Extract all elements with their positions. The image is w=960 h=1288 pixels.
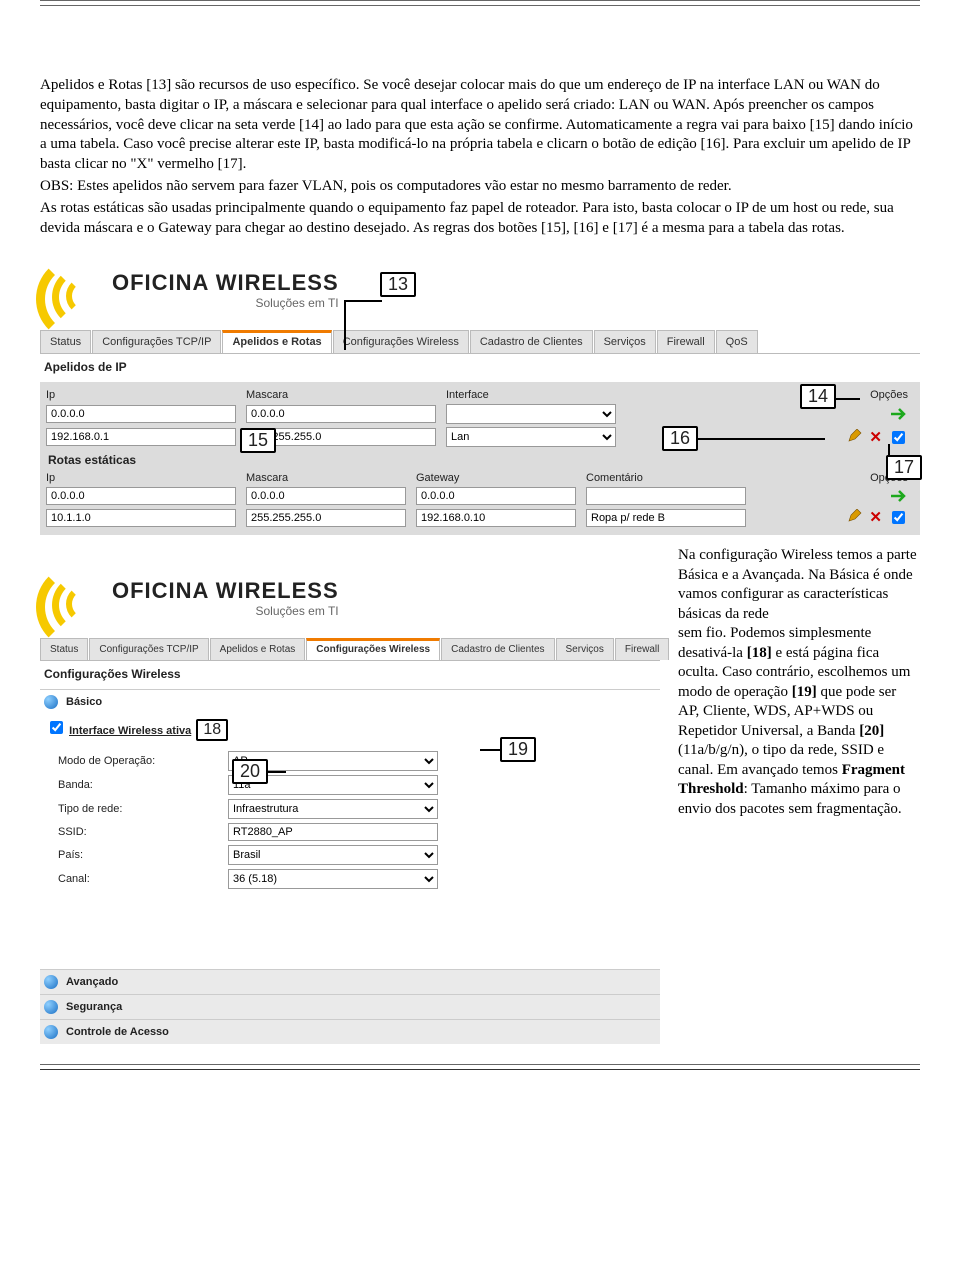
header-gateway: Gateway (416, 472, 576, 484)
brand-slogan: Soluções em TI (112, 604, 339, 618)
callout-13: 13 (380, 272, 416, 297)
alias-row: Lan ✕ (46, 427, 914, 447)
expand-icon (44, 1000, 58, 1014)
tab-firewall[interactable]: Firewall (657, 330, 715, 353)
expand-icon (44, 695, 58, 709)
brand-logo: OFICINA WIRELESS Soluções em TI (40, 256, 920, 320)
route-ip-input[interactable] (46, 487, 236, 505)
section-label: Básico (66, 696, 102, 708)
interface-active-checkbox[interactable] (50, 721, 63, 734)
tab-tcpip[interactable]: Configurações TCP/IP (92, 330, 221, 353)
header-mask: Mascara (246, 472, 406, 484)
tab-servicos[interactable]: Serviços (594, 330, 656, 353)
panel-title-rotas: Rotas estáticas (46, 447, 914, 469)
alias-ip-input[interactable] (46, 405, 236, 423)
section-label: Controle de Acesso (66, 1026, 169, 1038)
header-ip: Ip (46, 472, 236, 484)
tab-bar: Status Configurações TCP/IP Apelidos e R… (40, 330, 920, 354)
route-row-new (46, 487, 914, 505)
alias-row-new (46, 404, 914, 424)
header-options: Opções (870, 389, 914, 401)
callout-15: 15 (240, 428, 276, 453)
route-gw-input[interactable] (416, 487, 576, 505)
callout-20: 20 (232, 759, 268, 784)
paragraph: As rotas estáticas são usadas principalm… (40, 199, 920, 239)
route-mask-input[interactable] (246, 509, 406, 527)
callout-16: 16 (662, 426, 698, 451)
paragraph: OBS: Estes apelidos não servem para faze… (40, 177, 920, 197)
panel-title-apelidos: Apelidos de IP (40, 354, 920, 382)
header-interface: Interface (446, 389, 616, 401)
route-ip-input[interactable] (46, 509, 236, 527)
add-icon[interactable] (890, 489, 908, 503)
route-row: ✕ (46, 508, 914, 527)
waves-icon (42, 262, 110, 318)
tab-servicos[interactable]: Serviços (556, 638, 614, 660)
callout-18: 18 (196, 719, 228, 741)
tab-tcpip[interactable]: Configurações TCP/IP (89, 638, 208, 660)
tab-wireless[interactable]: Configurações Wireless (306, 638, 440, 660)
tab-cadastro[interactable]: Cadastro de Clientes (441, 638, 554, 660)
label-canal: Canal: (58, 873, 228, 885)
row-checkbox[interactable] (892, 511, 905, 524)
section-basico[interactable]: Básico (40, 689, 660, 714)
edit-icon[interactable] (847, 509, 863, 526)
expand-icon (44, 1025, 58, 1039)
brand-logo: OFICINA WIRELESS Soluções em TI (40, 564, 660, 628)
label-banda: Banda: (58, 779, 228, 791)
interface-active-label: Interface Wireless ativa (69, 725, 191, 737)
header-comment: Comentário (586, 472, 746, 484)
add-icon[interactable] (890, 407, 908, 421)
tab-apelidos[interactable]: Apelidos e Rotas (210, 638, 306, 660)
label-pais: País: (58, 849, 228, 861)
panel-title-wireless: Configurações Wireless (40, 661, 660, 689)
tipo-select[interactable]: Infraestrutura (228, 799, 438, 819)
expand-icon (44, 975, 58, 989)
label-tipo: Tipo de rede: (58, 803, 228, 815)
section-controle[interactable]: Controle de Acesso (40, 1019, 660, 1044)
alias-interface-select[interactable]: Lan (446, 427, 616, 447)
brand-slogan: Soluções em TI (112, 296, 339, 310)
tab-apelidos[interactable]: Apelidos e Rotas (222, 330, 331, 353)
tab-firewall[interactable]: Firewall (615, 638, 669, 660)
alias-ip-input[interactable] (46, 428, 236, 446)
canal-select[interactable]: 36 (5.18) (228, 869, 438, 889)
row-checkbox[interactable] (892, 431, 905, 444)
section-label: Segurança (66, 1001, 122, 1013)
side-paragraph: Na configuração Wireless temos a parte B… (678, 546, 920, 1044)
brand-name: OFICINA WIRELESS (112, 270, 339, 296)
label-ssid: SSID: (58, 826, 228, 838)
route-gw-input[interactable] (416, 509, 576, 527)
header-ip: Ip (46, 389, 236, 401)
callout-14: 14 (800, 384, 836, 409)
alias-mask-input[interactable] (246, 405, 436, 423)
delete-icon[interactable]: ✕ (869, 430, 882, 445)
callout-17: 17 (886, 455, 922, 480)
header-mask: Mascara (246, 389, 436, 401)
route-comment-input[interactable] (586, 509, 746, 527)
paragraph: Apelidos e Rotas [13] são recursos de us… (40, 76, 920, 175)
ssid-input[interactable] (228, 823, 438, 841)
brand-name: OFICINA WIRELESS (112, 578, 339, 604)
callout-19: 19 (500, 737, 536, 762)
intro-text: Apelidos e Rotas [13] são recursos de us… (40, 76, 920, 238)
waves-icon (42, 570, 110, 626)
tab-qos[interactable]: QoS (716, 330, 758, 353)
tab-cadastro[interactable]: Cadastro de Clientes (470, 330, 593, 353)
section-seguranca[interactable]: Segurança (40, 994, 660, 1019)
pais-select[interactable]: Brasil (228, 845, 438, 865)
section-avancado[interactable]: Avançado (40, 969, 660, 994)
section-label: Avançado (66, 976, 118, 988)
screenshot-apelidos: OFICINA WIRELESS Soluções em TI 13 Statu… (40, 256, 920, 536)
route-mask-input[interactable] (246, 487, 406, 505)
route-comment-input[interactable] (586, 487, 746, 505)
edit-icon[interactable] (847, 429, 863, 446)
screenshot-wireless: OFICINA WIRELESS Soluções em TI Status C… (40, 564, 660, 1044)
label-modo: Modo de Operação: (58, 755, 228, 767)
tab-bar: Status Configurações TCP/IP Apelidos e R… (40, 638, 660, 661)
alias-interface-select[interactable] (446, 404, 616, 424)
tab-wireless[interactable]: Configurações Wireless (333, 330, 469, 353)
delete-icon[interactable]: ✕ (869, 510, 882, 525)
